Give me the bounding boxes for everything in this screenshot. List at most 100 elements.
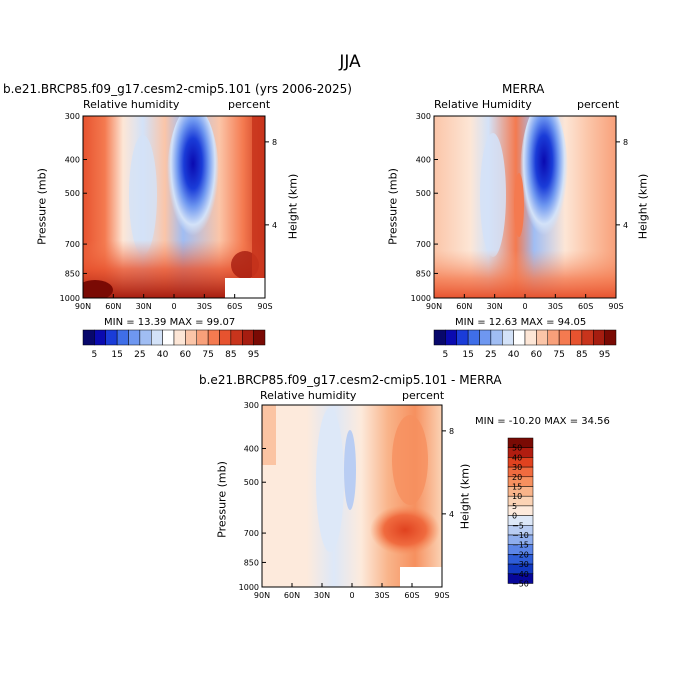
colorbar-cell xyxy=(94,329,106,346)
y-tick-label: 300 xyxy=(244,401,259,410)
panel3-title: b.e21.BRCP85.f09_g17.cesm2-cmip5.101 - M… xyxy=(199,373,502,387)
colorbar-label: 85 xyxy=(225,350,236,360)
panel3-left-label: Relative humidity xyxy=(260,389,357,402)
colorbar-cell xyxy=(524,329,537,346)
panel1-right-label: percent xyxy=(228,98,271,111)
panel1-plot xyxy=(83,116,265,298)
colorbar-cell xyxy=(173,329,186,346)
colorbar-cell xyxy=(139,329,152,346)
y2-tick-label: 8 xyxy=(449,427,454,436)
panel2-left-label: Relative Humidity xyxy=(434,98,532,111)
figure-title: JJA xyxy=(339,52,361,72)
x-tick-label: 60S xyxy=(404,591,419,600)
colorbar-label: −15 xyxy=(512,541,529,550)
colorbar-cell xyxy=(570,329,583,346)
panel3-stats: MIN = -10.20 MAX = 34.56 xyxy=(475,416,610,427)
colorbar-label: 0 xyxy=(512,512,517,521)
colorbar-label: 25 xyxy=(485,350,496,360)
y-tick-label: 850 xyxy=(416,269,431,278)
x-tick-label: 60S xyxy=(578,302,593,311)
x-tick-label: 90S xyxy=(257,302,272,311)
y2-tick-label: 4 xyxy=(623,221,628,230)
panel1-stats: MIN = 13.39 MAX = 99.07 xyxy=(104,317,236,328)
x-tick-label: 60N xyxy=(284,591,300,600)
x-tick-label: 90N xyxy=(426,302,442,311)
y-tick-label: 1000 xyxy=(60,294,80,303)
y-tick-label: 300 xyxy=(65,112,80,121)
y-tick-label: 300 xyxy=(416,112,431,121)
colorbar-label: 30 xyxy=(512,463,522,472)
x-tick-label: 30S xyxy=(197,302,212,311)
colorbar-cell xyxy=(116,329,129,346)
colorbar-cell xyxy=(151,329,163,346)
y-tick-label: 700 xyxy=(244,529,259,538)
x-tick-label: 30S xyxy=(548,302,563,311)
colorbar-cell xyxy=(456,329,469,346)
y2-tick-label: 4 xyxy=(272,221,277,230)
y-tick-label: 850 xyxy=(65,269,80,278)
colorbar-cell xyxy=(433,329,446,346)
y-tick-label: 850 xyxy=(244,558,259,567)
colorbar-cell xyxy=(479,329,492,346)
y-tick-label: 500 xyxy=(65,189,80,198)
colorbar-cell xyxy=(558,329,571,346)
x-tick-label: 30N xyxy=(136,302,152,311)
colorbar-cell xyxy=(162,329,175,346)
colorbar-cell xyxy=(593,329,605,346)
y-tick-label: 700 xyxy=(65,240,80,249)
x-tick-label: 30N xyxy=(314,591,330,600)
x-tick-label: 30N xyxy=(487,302,503,311)
colorbar-cell xyxy=(490,329,503,346)
colorbar-label: 95 xyxy=(599,350,610,360)
colorbar-label: 25 xyxy=(134,350,145,360)
x-tick-label: 90N xyxy=(75,302,91,311)
y-tick-label: 400 xyxy=(416,155,431,164)
panel2-plot xyxy=(434,116,616,298)
x-tick-label: 90S xyxy=(608,302,623,311)
colorbar-cell xyxy=(507,573,534,584)
colorbar-cell xyxy=(253,329,266,346)
panel2-stats: MIN = 12.63 MAX = 94.05 xyxy=(455,317,587,328)
x-tick-label: 30S xyxy=(374,591,389,600)
colorbar-cell xyxy=(196,329,209,346)
panel2-right-label: percent xyxy=(577,98,620,111)
colorbar-label: 60 xyxy=(180,350,192,360)
colorbar-label: −5 xyxy=(512,521,524,530)
y-tick-label: 700 xyxy=(416,240,431,249)
colorbar-cell xyxy=(604,329,617,346)
colorbar-cell xyxy=(230,329,243,346)
colorbar-cell xyxy=(82,329,95,346)
x-tick-label: 60S xyxy=(227,302,242,311)
y2-tick-label: 4 xyxy=(449,510,454,519)
colorbar-label: 75 xyxy=(553,350,564,360)
x-tick-label: 0 xyxy=(522,302,527,311)
y-tick-label: 1000 xyxy=(411,294,431,303)
colorbar-label: 5 xyxy=(512,502,517,511)
x-tick-label: 60N xyxy=(105,302,121,311)
colorbar-label: 15 xyxy=(462,350,473,360)
colorbar-cell xyxy=(185,329,197,346)
colorbar-cell xyxy=(547,329,560,346)
y2-tick-label: 8 xyxy=(272,138,277,147)
colorbar-label: 40 xyxy=(508,350,520,360)
colorbar-label: 40 xyxy=(512,453,522,462)
x-tick-label: 60N xyxy=(456,302,472,311)
colorbar-label: −10 xyxy=(512,531,529,540)
colorbar-cell xyxy=(207,329,220,346)
colorbar-cell xyxy=(128,329,141,346)
colorbar-cell xyxy=(467,329,480,346)
x-tick-label: 90S xyxy=(434,591,449,600)
y-tick-label: 1000 xyxy=(239,583,259,592)
panel3-right-label: percent xyxy=(402,389,445,402)
panel1-left-label: Relative humidity xyxy=(83,98,180,111)
colorbar-label: −40 xyxy=(512,570,529,579)
y-tick-label: 400 xyxy=(244,444,259,453)
colorbar-label: 5 xyxy=(443,350,449,360)
colorbar-label: 15 xyxy=(111,350,122,360)
colorbar-label: −50 xyxy=(512,580,529,589)
colorbar-cell xyxy=(219,329,232,346)
colorbar-label: 10 xyxy=(512,492,522,501)
colorbar-label: 50 xyxy=(512,444,522,453)
